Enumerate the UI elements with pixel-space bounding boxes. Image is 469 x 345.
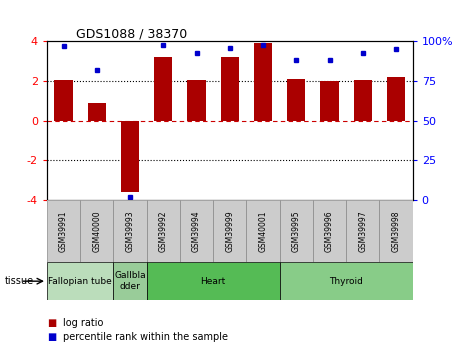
Bar	[47, 200, 80, 262]
Bar	[113, 262, 147, 300]
Bar	[154, 57, 173, 121]
Bar	[287, 79, 305, 121]
Text: GSM39996: GSM39996	[325, 210, 334, 252]
Text: GSM39998: GSM39998	[392, 210, 401, 252]
Text: Gallbla
dder: Gallbla dder	[114, 272, 146, 291]
Text: GSM39993: GSM39993	[126, 210, 135, 252]
Text: GSM39995: GSM39995	[292, 210, 301, 252]
Bar	[320, 81, 339, 121]
Bar	[88, 103, 106, 121]
Text: GSM39997: GSM39997	[358, 210, 367, 252]
Text: GSM40001: GSM40001	[258, 210, 268, 252]
Text: GSM40000: GSM40000	[92, 210, 101, 252]
Bar	[121, 121, 139, 192]
Bar	[354, 80, 372, 121]
Bar	[54, 80, 73, 121]
Text: tissue: tissue	[5, 276, 34, 286]
Text: percentile rank within the sample: percentile rank within the sample	[63, 333, 228, 342]
Text: Heart: Heart	[201, 277, 226, 286]
Bar	[346, 200, 379, 262]
Text: GSM39992: GSM39992	[159, 210, 168, 252]
Bar	[180, 200, 213, 262]
Bar	[379, 200, 413, 262]
Bar	[147, 262, 280, 300]
Bar	[213, 200, 246, 262]
Bar	[246, 200, 280, 262]
Bar	[220, 57, 239, 121]
Text: GDS1088 / 38370: GDS1088 / 38370	[76, 27, 188, 40]
Bar	[113, 200, 147, 262]
Text: GSM39994: GSM39994	[192, 210, 201, 252]
Text: GSM39999: GSM39999	[225, 210, 234, 252]
Bar	[254, 43, 272, 121]
Text: ■: ■	[47, 333, 56, 342]
Bar	[80, 200, 113, 262]
Text: Fallopian tube: Fallopian tube	[48, 277, 112, 286]
Bar	[280, 262, 413, 300]
Text: Thyroid: Thyroid	[329, 277, 363, 286]
Bar	[147, 200, 180, 262]
Bar	[280, 200, 313, 262]
Bar	[188, 80, 206, 121]
Text: ■: ■	[47, 318, 56, 327]
Text: log ratio: log ratio	[63, 318, 104, 327]
Bar	[313, 200, 346, 262]
Text: GSM39991: GSM39991	[59, 210, 68, 252]
Bar	[387, 77, 405, 121]
Bar	[47, 262, 113, 300]
